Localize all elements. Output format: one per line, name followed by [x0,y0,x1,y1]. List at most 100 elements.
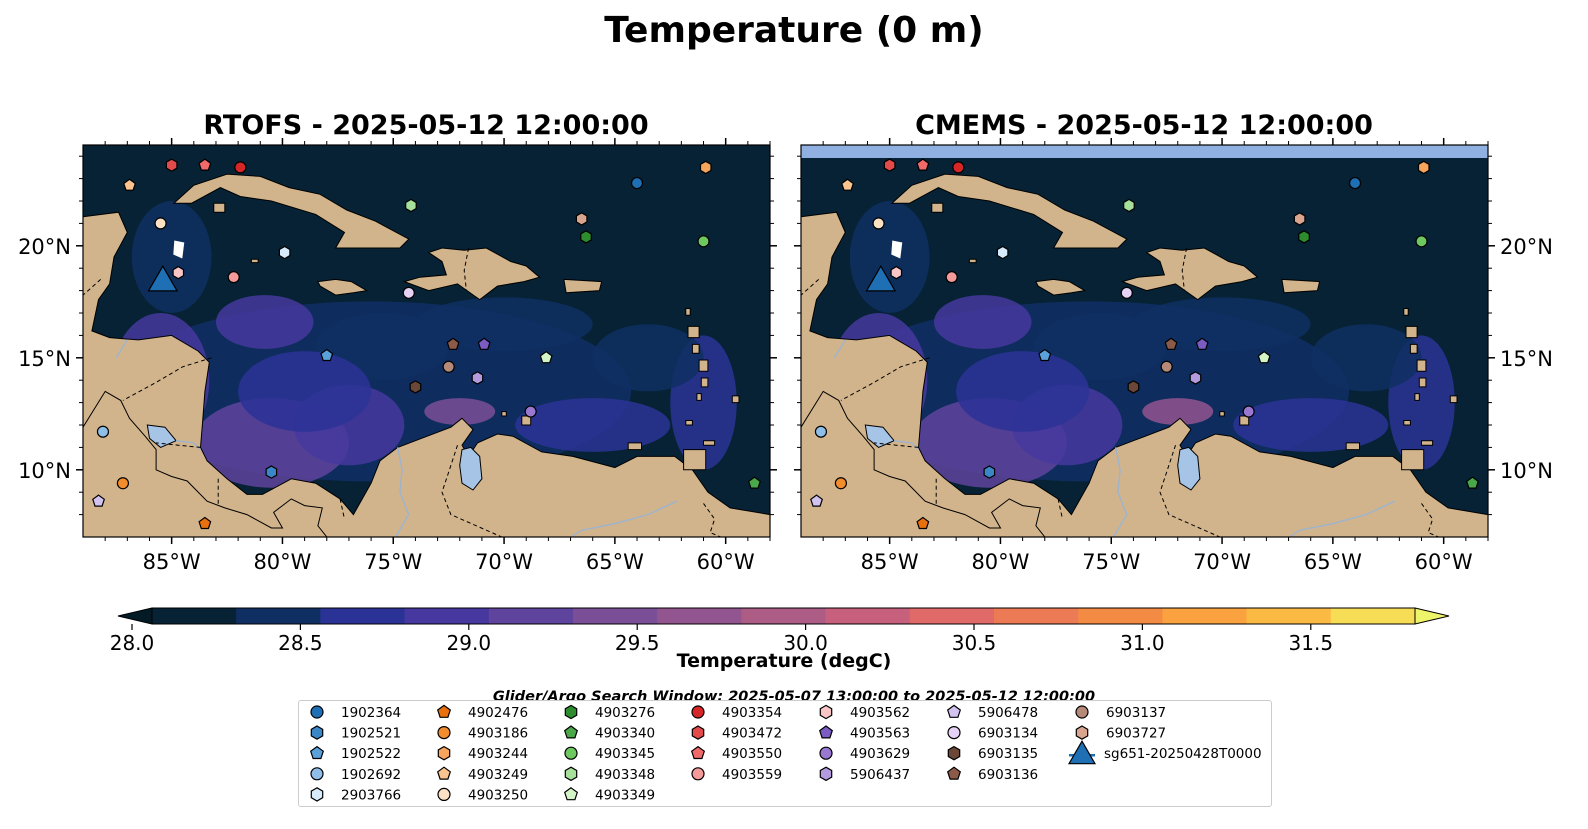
temperature-field [933,295,1032,349]
lake [459,446,483,491]
marker-4903563 [477,337,491,350]
rtofs-panel-title: RTOFS - 2025-05-12 12:00:00 [203,110,648,141]
temperature-field [956,351,1090,432]
marker-1902692 [96,425,110,438]
colorbar-tick-label: 29.5 [615,631,660,655]
legend-marker-5906437 [819,766,833,782]
land [1405,325,1418,339]
lat-tick-label: 15°N [1500,347,1553,371]
marker-4903562 [890,265,903,280]
marker-5906478 [92,494,106,507]
marker-5906437 [471,371,484,385]
temperature-colorbar: 28.0 28.5 29.0 29.5 30.0 30.5 31.0 31.5 [110,607,1450,655]
marker-4903186 [834,477,847,490]
legend-marker-4903472 [691,725,705,740]
lon-tick-label: 85°W [143,550,201,574]
figure-suptitle: Temperature (0 m) [604,10,983,51]
legend-label: 4903550 [722,746,782,762]
legend-label: 1902692 [341,767,401,783]
marker-4903563 [1195,337,1209,350]
marker-1902521 [265,465,278,479]
marker-sg651-20250428T0000 [147,265,179,292]
temperature-field [1310,324,1422,392]
marker-6903137 [442,360,455,373]
marker-4903244 [1417,160,1430,175]
land [563,278,603,294]
legend-marker-4903340 [563,725,579,739]
marker-6903135 [409,380,422,394]
marker-4903276 [580,230,592,244]
country-border [801,279,820,296]
land [685,420,693,426]
legend-label: 4903250 [468,787,528,803]
colorbar-segment [236,608,321,624]
marker-1902364 [1348,176,1362,190]
marker-1902522 [1038,348,1052,362]
marker-4902476 [198,516,212,530]
marker-1902522 [320,348,334,362]
colorbar-tick-label: 30.0 [783,631,828,655]
country-border [83,279,102,296]
land [317,278,369,296]
marker-2903766 [278,245,291,260]
river [115,339,128,359]
country-border [122,357,212,401]
marker-4903550 [916,158,930,171]
legend-label: 6903135 [978,746,1038,762]
country-border [441,445,505,537]
marker-5906478 [810,494,824,507]
missing-data-strip [801,145,1488,158]
country-border [156,442,201,448]
legend-marker-4903276 [564,704,578,720]
legend-label: 2903766 [341,787,401,803]
marker-4903559 [227,271,240,284]
legend-marker-6903136 [946,766,962,780]
temperature-field [1142,398,1214,425]
colorbar-segment [1162,608,1248,624]
legend-marker-4903629 [819,746,833,760]
cmems-panel-title: CMEMS - 2025-05-12 12:00:00 [915,110,1373,141]
colorbar-segment [741,608,827,624]
legend-label: 4903345 [595,746,655,762]
marker-4903562 [172,265,185,280]
marker-4903345 [697,235,710,248]
legend-label: 1902521 [341,726,401,742]
legend-marker-4902476 [436,704,452,718]
colorbar-frame [151,607,1416,625]
land [696,393,702,401]
legend-marker-1902364 [310,705,324,719]
legend-label: 4903472 [722,726,782,742]
river [1287,500,1396,537]
marker-6903134 [1120,286,1133,299]
legend-label: 5906478 [978,705,1038,721]
marker-6903136 [446,337,460,350]
legend-marker-4903354 [691,705,705,719]
land [1403,308,1409,316]
legend-label: 4903562 [850,705,910,721]
land [1409,343,1418,354]
land [172,173,410,249]
land [700,377,709,388]
colorbar-over-arrow [1414,607,1450,625]
lat-tick-label: 10°N [1500,459,1553,483]
legend-label: 6903137 [1106,705,1166,721]
land [687,325,700,339]
land [250,258,259,264]
land [1449,395,1458,404]
land [1345,442,1360,451]
lat-tick-label: 10°N [18,459,71,483]
colorbar-tick-label: 31.5 [1289,631,1334,655]
land [968,258,977,264]
legend-label: 6903134 [978,726,1038,742]
marker-4903629 [524,405,537,418]
colorbar-tick-label: 31.0 [1120,631,1165,655]
legend-marker-6903727 [1075,725,1089,740]
marker-6903137 [1160,360,1173,373]
land [402,247,541,301]
land [213,202,226,213]
river [569,500,678,537]
marker-5906437 [1189,371,1202,385]
land [627,442,642,451]
land [1418,377,1427,388]
